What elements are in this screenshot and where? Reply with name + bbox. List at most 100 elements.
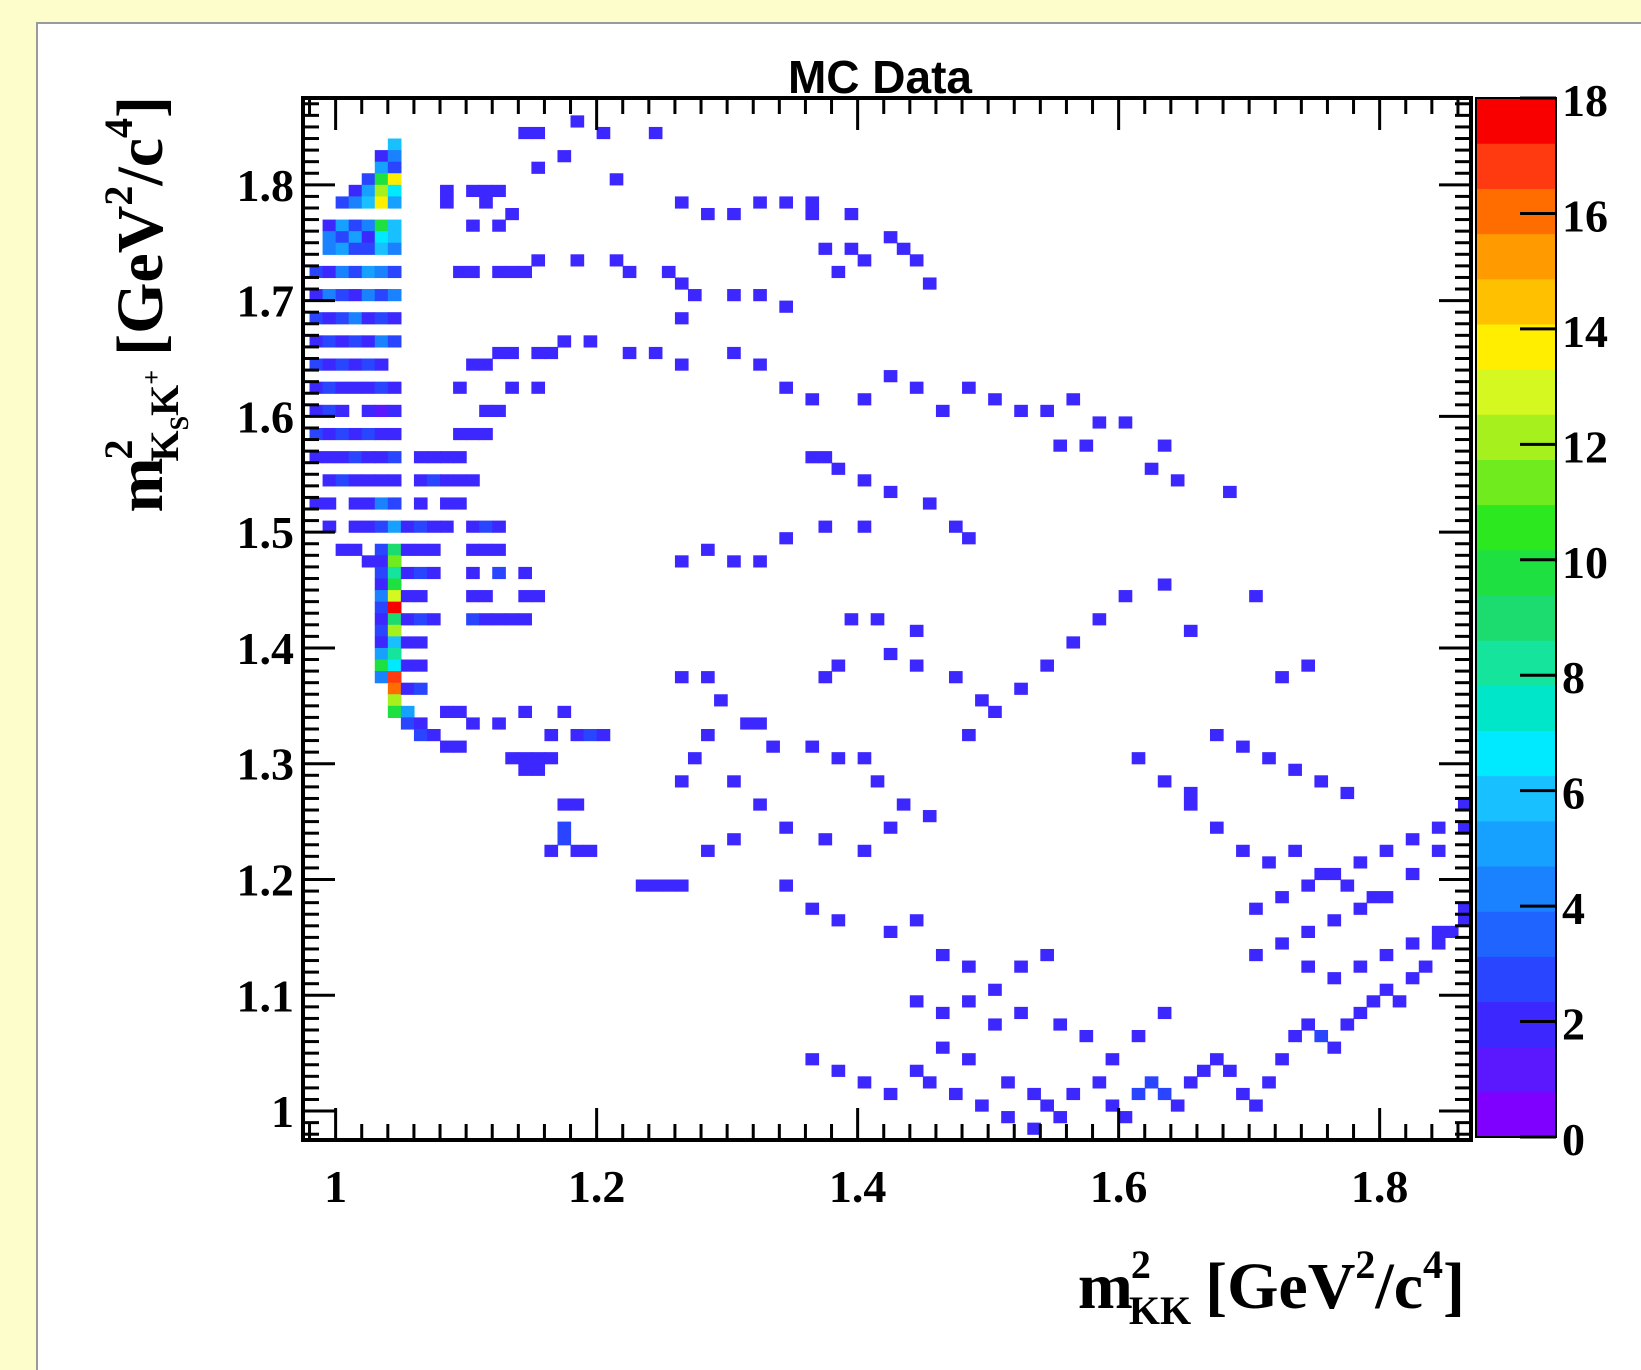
heatmap-bin xyxy=(922,277,937,290)
heatmap-bin xyxy=(387,671,402,684)
color-palette xyxy=(1475,96,1557,1139)
x-axis-unit-mid: /c xyxy=(1374,1250,1423,1323)
heatmap-bin xyxy=(335,312,350,325)
x-tick-label: 1.4 xyxy=(829,1161,887,1212)
heatmap-bin xyxy=(922,1076,937,1089)
heatmap-bin xyxy=(1444,925,1459,938)
heatmap-bin xyxy=(322,289,337,302)
heatmap-bin xyxy=(1040,404,1054,417)
heatmap-bin xyxy=(413,728,428,742)
heatmap-bin xyxy=(674,555,689,568)
heatmap-bin xyxy=(1418,960,1433,973)
heatmap-bin xyxy=(831,659,846,672)
heatmap-bin xyxy=(374,289,389,302)
heatmap-bin xyxy=(1066,636,1081,649)
heatmap-bin xyxy=(335,358,350,371)
heatmap-bin xyxy=(335,451,350,464)
heatmap-bin xyxy=(400,543,415,556)
heatmap-bin xyxy=(518,566,532,580)
heatmap-bin xyxy=(909,659,924,672)
heatmap-bin xyxy=(518,705,532,719)
x-tick-label: 1.2 xyxy=(568,1161,626,1212)
heatmap-bin xyxy=(374,613,389,626)
heatmap-bin xyxy=(805,393,820,406)
palette-swatch xyxy=(1476,143,1556,189)
heatmap-bin xyxy=(361,474,376,487)
heatmap-bin xyxy=(479,613,493,626)
heatmap-bin xyxy=(387,520,402,533)
heatmap-bin xyxy=(609,173,624,186)
heatmap-bin xyxy=(505,613,519,626)
heatmap-bin xyxy=(1275,891,1289,904)
heatmap-bin xyxy=(727,289,741,302)
heatmap-bin xyxy=(1405,972,1420,985)
palette-swatch xyxy=(1476,504,1556,551)
palette-swatch xyxy=(1476,911,1556,957)
heatmap-bin xyxy=(505,381,519,394)
heatmap-bin xyxy=(674,196,689,209)
heatmap-bin xyxy=(492,346,506,360)
heatmap-bin xyxy=(466,474,480,487)
heatmap-bin xyxy=(400,613,415,626)
y-tick-labels: 1 1.1 1.2 1.3 1.4 1.5 1.6 1.7 1.8 xyxy=(237,160,295,1137)
heatmap-bin xyxy=(1301,659,1315,672)
heatmap-bin xyxy=(335,543,350,556)
heatmap-bin xyxy=(361,184,376,198)
heatmap-bin xyxy=(413,474,428,487)
heatmap-bin xyxy=(361,427,376,441)
heatmap-bin xyxy=(1118,1111,1133,1124)
y-axis-title: m2KSK+[GeV2/c4] xyxy=(96,96,194,512)
z-tick-label: 16 xyxy=(1562,190,1608,241)
heatmap-bin xyxy=(779,532,793,545)
heatmap-bin xyxy=(583,844,598,857)
heatmap-bin xyxy=(374,242,389,255)
heatmap-bin xyxy=(818,833,833,846)
y-axis-sup: 2 xyxy=(96,439,141,459)
x-axis-title: m2 KK [GeV2/c4] xyxy=(1078,1242,1465,1333)
palette-swatch xyxy=(1476,1001,1556,1048)
heatmap-bin xyxy=(805,1053,820,1066)
heatmap-bin xyxy=(831,914,846,927)
heatmap-bin xyxy=(335,219,350,232)
heatmap-bin xyxy=(374,543,389,556)
heatmap-bin xyxy=(309,289,324,302)
heatmap-bin xyxy=(387,173,402,186)
palette-swatch xyxy=(1476,594,1556,641)
heatmap-bin xyxy=(1405,937,1420,950)
heatmap-bin xyxy=(387,196,402,209)
heatmap-bin xyxy=(335,381,350,394)
heatmap-bin xyxy=(387,555,402,568)
heatmap-bin xyxy=(1105,1099,1120,1112)
heatmap-bin xyxy=(400,682,415,695)
palette-swatch xyxy=(1476,98,1556,144)
heatmap-bin xyxy=(387,624,402,637)
x-tick-labels: 1 1.2 1.4 1.6 1.8 xyxy=(324,1161,1408,1212)
heatmap-bin xyxy=(387,451,402,464)
y-axis-unit-close: ] xyxy=(104,96,177,118)
heatmap-bin xyxy=(1275,1053,1289,1066)
heatmap-bin xyxy=(1209,728,1224,742)
heatmap-bin xyxy=(674,671,689,684)
heatmap-bin xyxy=(883,485,898,499)
heatmap-bin xyxy=(1079,439,1094,452)
heatmap-bin xyxy=(335,242,350,255)
heatmap-bin xyxy=(857,474,872,487)
heatmap-bin xyxy=(374,590,389,603)
heatmap-bin xyxy=(492,543,506,556)
heatmap-bin xyxy=(413,590,428,603)
heatmap-bin xyxy=(962,1053,976,1066)
heatmap-bin xyxy=(753,798,767,811)
z-tick-label: 18 xyxy=(1562,75,1608,126)
heatmap-bin xyxy=(701,728,715,742)
heatmap-bin xyxy=(557,335,572,348)
heatmap-bin xyxy=(805,207,820,221)
heatmap-bin xyxy=(479,358,493,371)
heatmap-bin xyxy=(1066,1087,1081,1101)
heatmap-bin xyxy=(975,1099,989,1112)
heatmap-bin xyxy=(962,728,976,742)
heatmap-bin xyxy=(557,798,572,811)
heatmap-bin xyxy=(844,207,859,221)
heatmap-bin xyxy=(348,381,363,394)
heatmap-bin xyxy=(348,289,363,302)
heatmap-bin xyxy=(453,705,467,719)
